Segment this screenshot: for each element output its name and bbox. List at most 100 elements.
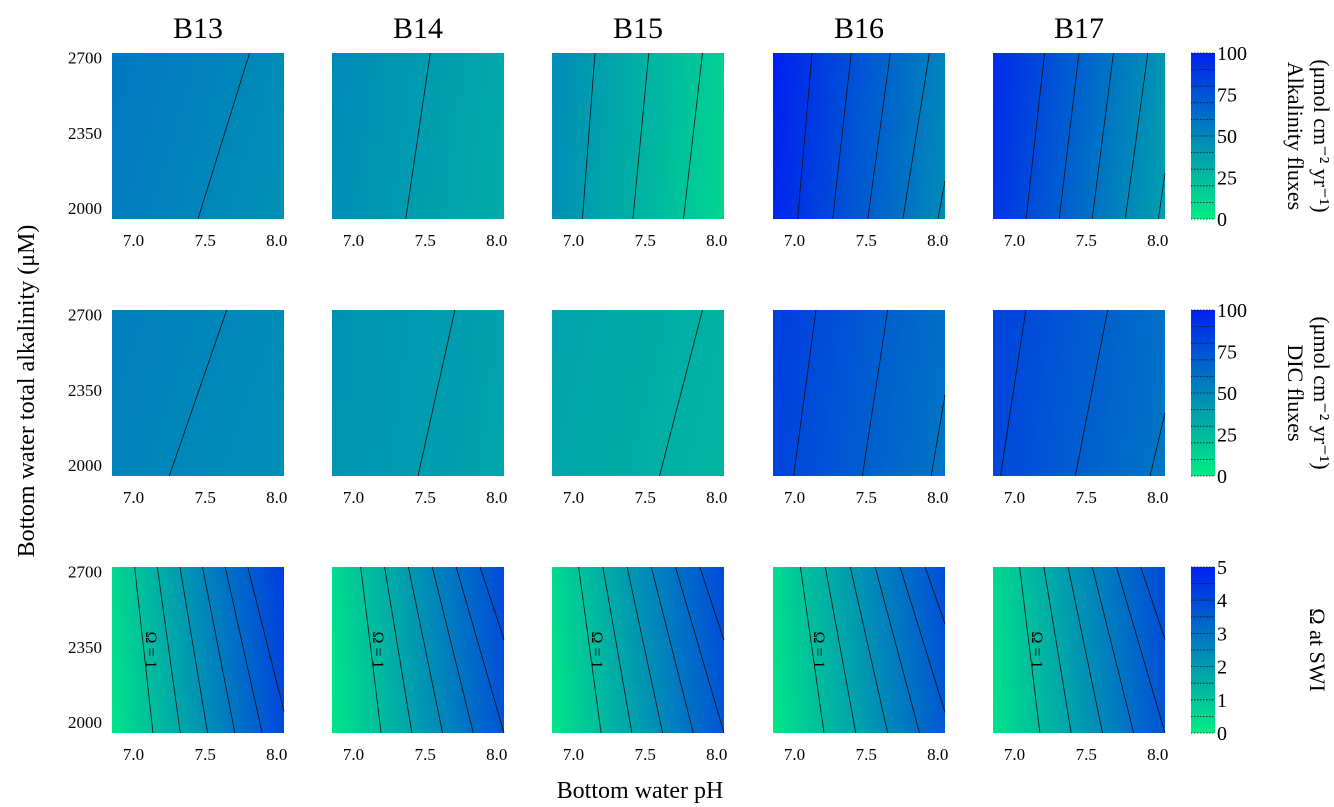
contour-line-50 [197,52,250,220]
colorbar-tick-label: 0 [1217,209,1227,231]
x-tick-label: 7.0 [784,488,805,507]
contour-line-3-5 [699,566,725,641]
x-tick-label: 8.0 [266,745,287,764]
x-tick-label: 7.0 [343,488,364,507]
contour-line-80 [1025,52,1045,220]
x-tick-label: 7.0 [123,745,144,764]
contour-line-2 [179,566,208,734]
heatmap-field [993,310,1165,476]
colorbar-tick-label: 25 [1217,425,1237,447]
contour-line-1-5 [1043,566,1072,734]
x-tick-label: 8.0 [486,745,507,764]
panel-alkalinity-b17: 7.0 7.5 8.0 [993,52,1168,250]
colorbar-tick-label: 0 [1217,466,1227,488]
x-tick-label: 8.0 [927,231,948,250]
colorbar-dic: 0 25 50 75 100 DIC fluxes (μmol cm⁻² yr⁻¹) [1191,300,1334,488]
contour-line-3-5 [247,566,285,712]
contour-line-1 [1019,566,1041,734]
x-tick-label: 8.0 [1147,488,1168,507]
panel-dic-b17: 7.0 7.5 8.0 [993,309,1168,507]
panel-dic-b14: 7.0 7.5 8.0 [332,309,507,507]
y-tick-label: 2000 [68,199,102,218]
colorbar-tick-label: 100 [1217,43,1247,65]
x-tick-label: 8.0 [927,745,948,764]
x-tick-label: 7.0 [563,231,584,250]
x-tick-label: 7.5 [195,745,216,764]
column-title-b16: B16 [834,12,884,45]
heatmap-field [993,567,1165,733]
contour-line-1-5 [824,566,857,734]
contour-line-40 [1158,172,1166,220]
contour-line-1-5 [384,566,413,734]
y-tick-label: 2700 [68,305,102,324]
column-titles: B13 B14 B15 B16 B17 [173,12,1104,45]
panel-dic-b13: 7.0 7.5 8.0 2000 2350 2700 [68,305,287,507]
heatmap-field [552,567,724,733]
contour-line-1-5 [602,566,633,734]
x-tick-label: 7.5 [856,745,877,764]
contour-line-1 [134,566,154,734]
y-tick-label: 2350 [68,381,102,400]
x-tick-label: 8.0 [706,488,727,507]
colorbar-tick-label: 5 [1217,557,1227,579]
y-tick-label: 2700 [68,48,102,67]
contour-label: Ω = 1 [810,632,827,669]
colorbar-title: DIC fluxes [1283,344,1308,441]
contour-label: Ω = 1 [142,632,159,669]
x-tick-label: 7.5 [1076,745,1097,764]
x-tick-label: 7.0 [563,488,584,507]
contour-line-3-5 [479,566,505,640]
colorbar-tick-label: 75 [1217,342,1237,364]
x-tick-label: 7.0 [343,745,364,764]
colorbar-tick-label: 25 [1217,168,1237,190]
contour-line-50 [168,309,228,477]
contour-line-1-5 [156,566,181,734]
x-tick-label: 7.5 [635,231,656,250]
x-tick-label: 8.0 [706,745,727,764]
colorbar-tick-label: 4 [1217,590,1227,612]
panel-alkalinity-b16: 7.0 7.5 8.0 [773,52,948,250]
contour-line-30 [659,309,703,477]
contour-line-2-5 [202,566,236,734]
x-tick-label: 7.0 [563,745,584,764]
x-tick-label: 7.0 [784,231,805,250]
contour-line-70 [1058,52,1080,220]
panel-omega-b16: Ω = 1 7.0 7.5 8.0 [773,566,948,764]
contour-line-1 [800,566,825,734]
contour-label: Ω = 1 [588,632,605,669]
contour-line-2-5 [1091,566,1135,734]
x-axis-label: Bottom water pH [557,778,724,804]
heatmap-field [773,310,945,476]
x-tick-label: 8.0 [266,488,287,507]
contour-line-50 [1124,52,1149,220]
x-tick-label: 8.0 [1147,745,1168,764]
contour-line-60 [1091,52,1114,220]
contour-line-2-5 [650,566,694,734]
y-tick-label: 2350 [68,638,102,657]
x-tick-label: 8.0 [486,231,507,250]
x-tick-label: 7.5 [195,231,216,250]
contour-line-1 [360,566,382,734]
contour-line-3 [224,566,263,734]
x-tick-label: 7.0 [784,745,805,764]
contour-line-1 [578,566,602,734]
contour-label: Ω = 1 [369,632,386,669]
column-title-b17: B17 [1054,12,1104,45]
contour-line-80 [1000,309,1027,477]
contour-line-50 [937,180,946,220]
panel-omega-b14: Ω = 1 7.0 7.5 8.0 [332,566,507,764]
x-tick-label: 7.0 [1004,488,1025,507]
colorbar-tick-label: 1 [1217,690,1227,712]
contour-line-2 [1067,566,1103,734]
contour-line-30 [632,52,650,220]
contour-line-2 [849,566,889,734]
heatmap-field [773,567,945,733]
y-tick-label: 2350 [68,124,102,143]
contour-line-2-5 [874,566,920,734]
contour-line-40 [405,52,431,220]
x-tick-label: 7.0 [123,231,144,250]
x-tick-label: 7.5 [195,488,216,507]
x-tick-label: 7.5 [415,745,436,764]
contour-label: Ω = 1 [1028,632,1045,669]
